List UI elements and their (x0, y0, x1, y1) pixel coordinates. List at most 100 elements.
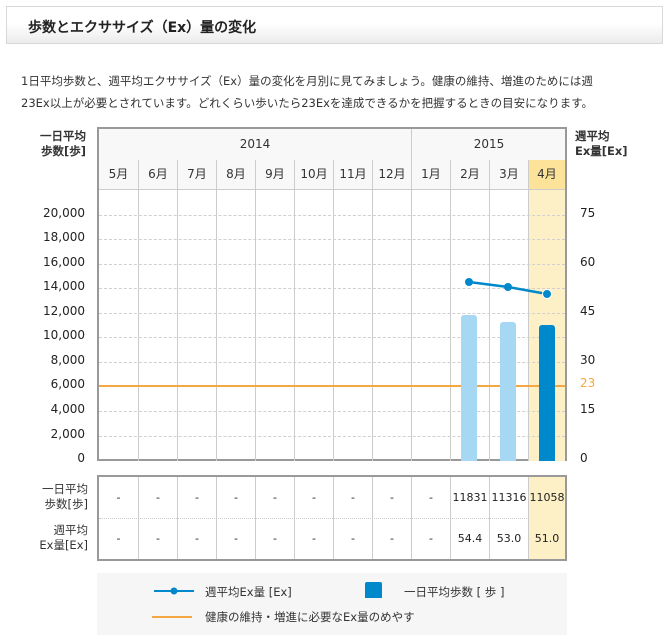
table-row2-label-line1: 週平均 (53, 523, 89, 537)
table-cell: - (177, 477, 216, 518)
table-cell: - (216, 477, 255, 518)
plot-area (99, 190, 565, 461)
y-tick-right: 15 (580, 402, 596, 416)
table-cell: 53.0 (489, 518, 528, 559)
table-row-ex: - - - - - - - - - 54.4 53.0 51.0 (99, 518, 565, 559)
table-cell: - (333, 518, 372, 559)
table-cell: - (255, 477, 294, 518)
ex-line (465, 278, 552, 299)
table-row1-label: 一日平均 歩数[歩] (20, 482, 88, 512)
table-cell: 11316 (489, 477, 528, 518)
table-cell: 11831 (450, 477, 489, 518)
gridline (99, 288, 565, 289)
table-cell: - (372, 477, 411, 518)
column-line (216, 190, 217, 461)
month-label: 6月 (138, 160, 177, 189)
year-2015: 2015 (411, 129, 566, 160)
month-label-current: 4月 (528, 160, 565, 189)
y-tick-left: 20,000 (43, 206, 85, 220)
y-tick-left: 16,000 (43, 255, 85, 269)
section-header: 歩数とエクササイズ（Ex）量の変化 (6, 6, 663, 44)
table-cell-current: 51.0 (528, 518, 565, 559)
column-line (528, 190, 529, 461)
table-cell: - (116, 532, 121, 545)
month-label: 7月 (177, 160, 216, 189)
month-label: 2月 (450, 160, 489, 189)
data-table: - - - - - - - - - 11831 11316 11058 - - … (97, 475, 567, 561)
column-line (450, 190, 451, 461)
y-tick-right: 75 (580, 206, 596, 220)
y-tick-left: 10,000 (43, 328, 85, 342)
table-cell: - (333, 477, 372, 518)
gridline (99, 362, 565, 363)
y-tick-left: 18,000 (43, 230, 85, 244)
gridline (99, 239, 565, 240)
table-cell: 54.4 (450, 518, 489, 559)
bar-apr (539, 325, 555, 461)
gridline (99, 436, 565, 437)
month-row: 5月 6月 7月 8月 9月 10月 11月 12月 1月 2月 3月 4月 (99, 160, 565, 190)
table-cell-current: 11058 (528, 477, 565, 518)
y-tick-left: 2,000 (50, 427, 85, 441)
column-line (138, 190, 139, 461)
left-axis-title-line1: 一日平均 (40, 129, 86, 143)
gridline (99, 264, 565, 265)
intro-line-1: 1日平均歩数と、週平均エクササイズ（Ex）量の変化を月別に見てみましょう。健康の… (21, 74, 593, 88)
month-label: 3月 (489, 160, 528, 189)
gridline (99, 337, 565, 338)
year-2014: 2014 (239, 137, 271, 151)
month-label: 8月 (216, 160, 255, 189)
y-tick-left: 6,000 (50, 377, 85, 391)
gridline (99, 215, 565, 216)
column-line (177, 190, 178, 461)
month-label: 10月 (294, 160, 333, 189)
table-row-steps: - - - - - - - - - 11831 11316 11058 (99, 477, 565, 519)
left-axis-title: 一日平均 歩数[歩] (30, 129, 86, 159)
month-label: 5月 (108, 167, 129, 181)
bar-mar (500, 322, 516, 461)
table-row2-label-line2: Ex量[Ex] (39, 538, 88, 552)
chart-area: 2014 2015 5月 6月 7月 8月 9月 10月 11月 12月 1月 … (97, 127, 567, 461)
table-cell: - (177, 518, 216, 559)
legend-goal-label: 健康の維持・増進に必要なEx量のめやす (205, 610, 415, 624)
table-row2-label: 週平均 Ex量[Ex] (20, 523, 88, 553)
y-tick-right-goal: 23 (580, 376, 596, 390)
table-cell: - (294, 477, 333, 518)
table-cell: - (138, 518, 177, 559)
goal-line-23ex (99, 385, 565, 387)
right-axis-title-line2: Ex量[Ex] (575, 144, 628, 158)
table-cell: - (116, 491, 121, 504)
bar-feb (461, 315, 477, 461)
month-label: 1月 (411, 160, 450, 189)
section-title: 歩数とエクササイズ（Ex）量の変化 (28, 20, 257, 36)
month-label: 9月 (255, 160, 294, 189)
gridline (99, 313, 565, 314)
y-tick-left: 8,000 (50, 353, 85, 367)
table-cell: - (411, 518, 450, 559)
y-tick-left: 12,000 (43, 304, 85, 318)
right-axis-title: 週平均 Ex量[Ex] (575, 129, 645, 159)
y-tick-right: 30 (580, 353, 596, 367)
table-row1-label-line1: 一日平均 (42, 482, 88, 496)
left-axis-title-line2: 歩数[歩] (40, 144, 86, 158)
y-tick-left: 4,000 (50, 402, 85, 416)
y-tick-right: 60 (580, 255, 596, 269)
column-line (372, 190, 373, 461)
table-cell: - (372, 518, 411, 559)
column-line (255, 190, 256, 461)
y-tick-right: 45 (580, 304, 596, 318)
y-tick-left: 0 (77, 451, 85, 465)
gridline (99, 411, 565, 412)
column-line (333, 190, 334, 461)
legend-steps-label: 一日平均歩数 [ 歩 ] (404, 585, 505, 599)
table-cell: - (138, 477, 177, 518)
bar-swatch-icon (365, 582, 382, 598)
column-line (294, 190, 295, 461)
year-row: 2014 2015 (99, 129, 565, 161)
table-cell: - (216, 518, 255, 559)
y-tick-left: 14,000 (43, 279, 85, 293)
table-row1-label-line2: 歩数[歩] (44, 497, 88, 511)
table-cell: - (255, 518, 294, 559)
column-line (489, 190, 490, 461)
intro-text: 1日平均歩数と、週平均エクササイズ（Ex）量の変化を月別に見てみましょう。健康の… (21, 70, 661, 114)
